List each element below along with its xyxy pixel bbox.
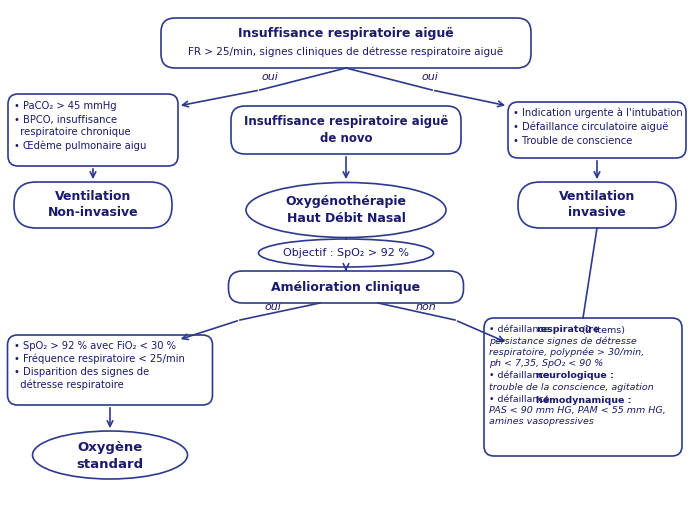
Ellipse shape [246, 182, 446, 237]
Ellipse shape [33, 431, 188, 479]
FancyBboxPatch shape [508, 102, 686, 158]
Text: (2 items): (2 items) [579, 326, 625, 334]
Text: • PaCO₂ > 45 mmHg: • PaCO₂ > 45 mmHg [14, 101, 116, 111]
FancyBboxPatch shape [161, 18, 531, 68]
Text: hémodynamique :: hémodynamique : [536, 395, 631, 405]
Text: Non-invasive: Non-invasive [48, 207, 139, 220]
Text: invasive: invasive [568, 207, 626, 220]
Text: • Trouble de conscience: • Trouble de conscience [513, 136, 633, 146]
Text: • défaillance: • défaillance [489, 326, 552, 334]
Text: Insuffisance respiratoire aiguë: Insuffisance respiratoire aiguë [244, 115, 448, 127]
Text: Oxygène: Oxygène [78, 440, 143, 453]
Text: amines vasopressives: amines vasopressives [489, 418, 594, 427]
Text: oui: oui [421, 72, 439, 82]
Text: trouble de la conscience, agitation: trouble de la conscience, agitation [489, 382, 653, 391]
Text: Ventilation: Ventilation [55, 190, 131, 204]
Text: Oxygénothérapie: Oxygénothérapie [286, 194, 407, 208]
FancyBboxPatch shape [14, 182, 172, 228]
Text: Objectif : SpO₂ > 92 %: Objectif : SpO₂ > 92 % [283, 248, 409, 258]
Text: Amélioration clinique: Amélioration clinique [272, 280, 421, 293]
FancyBboxPatch shape [484, 318, 682, 456]
FancyBboxPatch shape [231, 106, 461, 154]
Text: respiratoire, polypnée > 30/min,: respiratoire, polypnée > 30/min, [489, 347, 644, 357]
Text: neurologique :: neurologique : [536, 372, 614, 380]
FancyBboxPatch shape [518, 182, 676, 228]
Text: ph < 7,35, SpO₂ < 90 %: ph < 7,35, SpO₂ < 90 % [489, 359, 603, 368]
FancyBboxPatch shape [229, 271, 464, 303]
Text: • BPCO, insuffisance: • BPCO, insuffisance [14, 115, 117, 125]
Ellipse shape [258, 239, 434, 267]
Text: détresse respiratoire: détresse respiratoire [13, 380, 123, 390]
FancyBboxPatch shape [8, 94, 178, 166]
Text: Haut Débit Nasal: Haut Débit Nasal [287, 213, 405, 226]
Text: Insuffisance respiratoire aiguë: Insuffisance respiratoire aiguë [238, 27, 454, 40]
Text: • Disparition des signes de: • Disparition des signes de [13, 367, 149, 377]
Text: • Indication urgente à l'intubation: • Indication urgente à l'intubation [513, 108, 683, 118]
Text: • défaillance: • défaillance [489, 372, 552, 380]
Text: FR > 25/min, signes cliniques de détresse respiratoire aiguë: FR > 25/min, signes cliniques de détress… [188, 47, 504, 57]
Text: oui: oui [261, 72, 279, 82]
Text: de novo: de novo [319, 132, 372, 145]
Text: • Défaillance circulatoire aiguë: • Défaillance circulatoire aiguë [513, 122, 668, 132]
FancyBboxPatch shape [8, 335, 213, 405]
Text: standard: standard [76, 458, 143, 471]
Text: persistance signes de détresse: persistance signes de détresse [489, 336, 637, 346]
Text: • Œdème pulmonaire aigu: • Œdème pulmonaire aigu [14, 141, 146, 152]
Text: respiratoire: respiratoire [536, 326, 599, 334]
Text: oui: oui [265, 302, 281, 312]
Text: • défaillance: • défaillance [489, 395, 552, 405]
Text: • SpO₂ > 92 % avec FiO₂ < 30 %: • SpO₂ > 92 % avec FiO₂ < 30 % [13, 341, 175, 351]
Text: PAS < 90 mm HG, PAM < 55 mm HG,: PAS < 90 mm HG, PAM < 55 mm HG, [489, 407, 666, 416]
Text: • Fréquence respiratoire < 25/min: • Fréquence respiratoire < 25/min [13, 354, 184, 364]
Text: non: non [416, 302, 437, 312]
Text: respiratoire chronique: respiratoire chronique [14, 127, 130, 137]
Text: Ventilation: Ventilation [559, 190, 635, 204]
